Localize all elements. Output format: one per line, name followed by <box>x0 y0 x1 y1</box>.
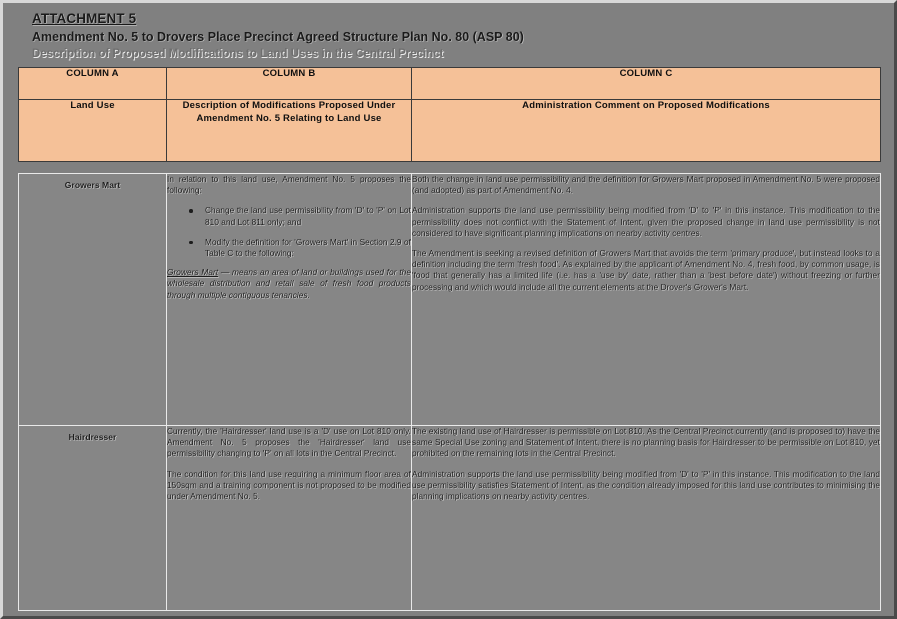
admin-comment-paragraph: The existing land use of Hairdresser is … <box>412 426 880 459</box>
table-row: Hairdresser Currently, the 'Hairdresser'… <box>18 425 881 611</box>
description-paragraph: The condition for this land use requirin… <box>167 468 411 502</box>
description-bullet-list: Change the land use permissibility from … <box>167 205 411 259</box>
column-key-b: COLUMN B <box>166 67 412 100</box>
land-use-hairdresser: Hairdresser <box>18 425 167 611</box>
description-bullet: Change the land use permissibility from … <box>189 205 411 227</box>
column-key-a: COLUMN A <box>18 67 167 100</box>
description-subtitle: Description of Proposed Modifications to… <box>32 48 444 60</box>
table-header-row-titles: Land Use Description of Modifications Pr… <box>18 99 881 162</box>
admin-comment-paragraph: The Amendment is seeking a revised defin… <box>412 248 880 292</box>
amendment-title: Amendment No. 5 to Drovers Place Precinc… <box>32 30 524 44</box>
definition-term: Growers Mart <box>167 267 219 278</box>
column-title-land-use: Land Use <box>18 99 167 162</box>
description-growers-mart: In relation to this land use, Amendment … <box>166 173 412 426</box>
admin-comment-growers-mart: Both the change in land use permissibili… <box>411 173 881 426</box>
column-title-description: Description of Modifications Proposed Un… <box>166 99 412 162</box>
spacer-cell-c <box>411 161 881 174</box>
land-use-growers-mart: Growers Mart <box>18 173 167 426</box>
admin-comment-paragraph: Administration supports the land use per… <box>412 205 880 238</box>
admin-comment-paragraph: Both the change in land use permissibili… <box>412 174 880 196</box>
spacer-cell-b <box>166 161 412 174</box>
admin-comment-paragraph: Administration supports the land use per… <box>412 468 880 502</box>
table-header-row-keys: COLUMN A COLUMN B COLUMN C <box>18 67 881 100</box>
admin-comment-hairdresser: The existing land use of Hairdresser is … <box>411 425 881 611</box>
title-block: ATTACHMENT 5 Amendment No. 5 to Drovers … <box>3 9 894 62</box>
description-hairdresser: Currently, the 'Hairdresser' land use is… <box>166 425 412 611</box>
spacer-cell-a <box>18 161 167 174</box>
attachment-label: ATTACHMENT 5 <box>32 11 137 26</box>
column-key-c: COLUMN C <box>411 67 881 100</box>
description-paragraph: Currently, the 'Hairdresser' land use is… <box>167 426 411 459</box>
column-title-admin-comment: Administration Comment on Proposed Modif… <box>411 99 881 162</box>
definition-text: — means an area of land or buildings use… <box>167 267 411 300</box>
table-spacer-row <box>18 161 881 174</box>
document-body: ATTACHMENT 5 Amendment No. 5 to Drovers … <box>3 3 894 616</box>
description-intro: In relation to this land use, Amendment … <box>167 174 411 196</box>
description-bullet: Modify the definition for 'Growers Mart'… <box>189 237 411 259</box>
growers-mart-definition: Growers Mart — means an area of land or … <box>167 267 411 301</box>
modifications-table: COLUMN A COLUMN B COLUMN C Land Use Desc… <box>18 67 881 611</box>
table-row: Growers Mart In relation to this land us… <box>18 173 881 426</box>
